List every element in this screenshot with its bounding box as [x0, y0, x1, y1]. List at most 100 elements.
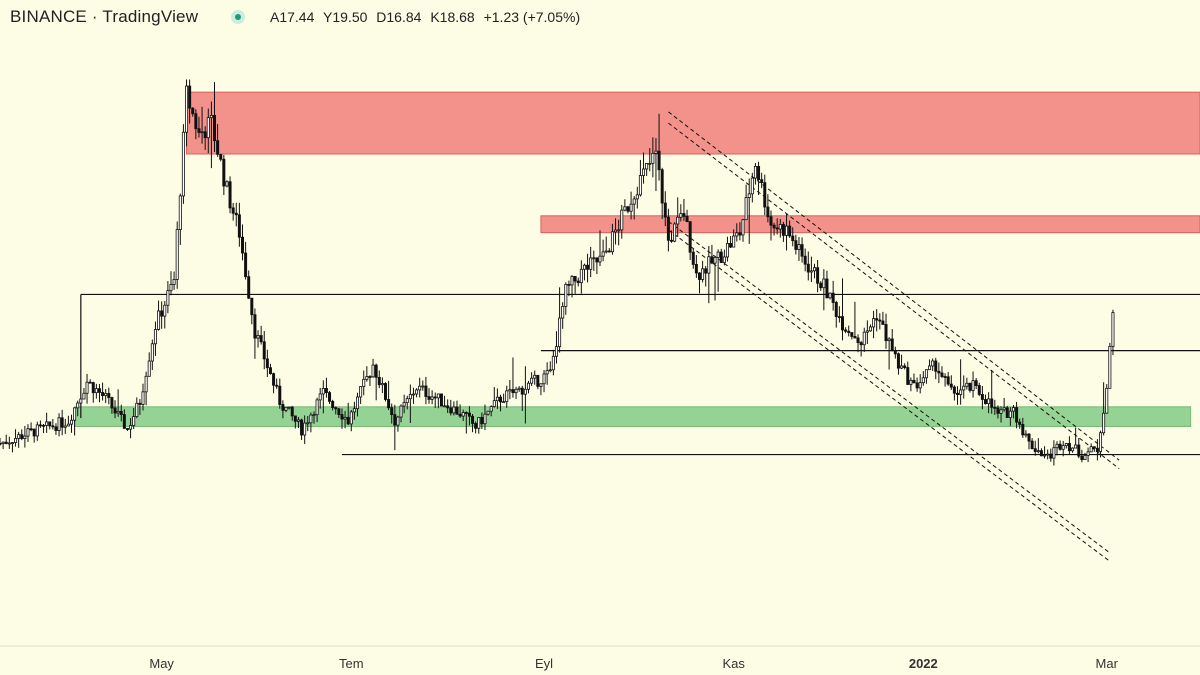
candle	[402, 394, 406, 414]
candle	[629, 191, 633, 220]
channel-line-4[interactable]	[668, 229, 1111, 562]
candle	[657, 113, 661, 181]
candle	[206, 108, 210, 154]
candle	[340, 408, 344, 429]
candle	[0, 438, 2, 446]
candle	[256, 330, 260, 348]
candle	[828, 292, 832, 300]
candle	[439, 393, 443, 407]
candle	[464, 411, 468, 434]
candle	[732, 229, 736, 248]
candle	[328, 390, 332, 405]
candle	[225, 180, 229, 188]
candle	[268, 363, 272, 375]
exchange-name: BINANCE	[10, 7, 87, 26]
ohlc-legend: A17.44 Y19.50 D16.84 K18.68 +1.23 (+7.05…	[270, 9, 585, 25]
candle	[119, 404, 123, 422]
candle	[573, 276, 577, 294]
candle	[1033, 440, 1037, 456]
candle	[943, 373, 947, 387]
candle	[757, 161, 761, 196]
candle	[418, 377, 422, 398]
candle	[813, 263, 817, 279]
candle	[141, 383, 145, 411]
candle	[1049, 448, 1053, 462]
candle	[45, 412, 49, 433]
candle	[411, 387, 415, 404]
candle	[1071, 447, 1075, 453]
candle	[172, 271, 176, 290]
candle	[673, 222, 677, 243]
candle	[471, 414, 475, 433]
candle	[178, 193, 182, 245]
candle	[483, 404, 487, 431]
candle	[144, 371, 148, 406]
candle	[1067, 436, 1071, 455]
candle	[918, 374, 922, 394]
candle	[110, 396, 114, 414]
candle	[79, 398, 83, 404]
candle	[17, 431, 21, 448]
candle	[480, 412, 484, 429]
candle	[125, 428, 129, 431]
candle	[203, 126, 207, 150]
candle	[1083, 452, 1087, 460]
candle	[508, 380, 512, 400]
candle	[551, 349, 555, 376]
candle	[48, 421, 52, 430]
candle	[648, 148, 652, 172]
symbol-title[interactable]: BINANCE · TradingView	[10, 7, 198, 27]
resistance-zone-1[interactable]	[186, 91, 1200, 155]
candle	[651, 137, 655, 178]
candle	[697, 272, 701, 294]
candle	[216, 123, 220, 157]
candle	[589, 246, 593, 278]
candle	[101, 382, 105, 401]
candle	[138, 399, 142, 415]
resistance-zone-2[interactable]	[540, 215, 1200, 234]
candle	[962, 375, 966, 399]
channel-line-2[interactable]	[668, 122, 1120, 470]
candle	[387, 380, 391, 411]
candle	[222, 154, 226, 196]
candle	[769, 210, 773, 241]
candle	[240, 224, 244, 261]
candle	[763, 174, 767, 216]
candle	[209, 101, 213, 169]
candle	[999, 406, 1003, 423]
candle	[1011, 405, 1015, 419]
candle	[153, 321, 157, 356]
candle	[390, 403, 394, 424]
x-tick-label: 2022	[909, 656, 938, 671]
candle	[321, 380, 325, 414]
candle	[682, 199, 686, 221]
candle	[710, 244, 714, 265]
candle	[632, 195, 636, 220]
candle	[850, 332, 854, 340]
time-axis[interactable]: May Tem Eyl Kas 2022 Mar	[149, 656, 1118, 671]
x-tick-label: Tem	[339, 656, 364, 671]
candle	[990, 369, 994, 414]
candle	[408, 384, 412, 423]
candle	[1055, 441, 1059, 456]
candle	[548, 361, 552, 373]
x-tick-label: May	[149, 656, 174, 671]
candle	[523, 366, 527, 424]
candle	[275, 378, 279, 389]
candle	[896, 352, 900, 375]
candle	[974, 378, 978, 389]
candle	[1036, 438, 1040, 454]
candle	[356, 392, 360, 417]
candle	[318, 387, 322, 409]
candle	[334, 406, 338, 415]
candle	[393, 404, 397, 451]
candle	[287, 406, 291, 410]
candle	[772, 222, 776, 236]
x-tick-label: Eyl	[535, 656, 553, 671]
channel-line-1[interactable]	[668, 111, 1120, 461]
candle	[847, 325, 851, 337]
channel-line-3[interactable]	[668, 221, 1111, 554]
candle	[567, 280, 571, 297]
candle	[834, 300, 838, 328]
